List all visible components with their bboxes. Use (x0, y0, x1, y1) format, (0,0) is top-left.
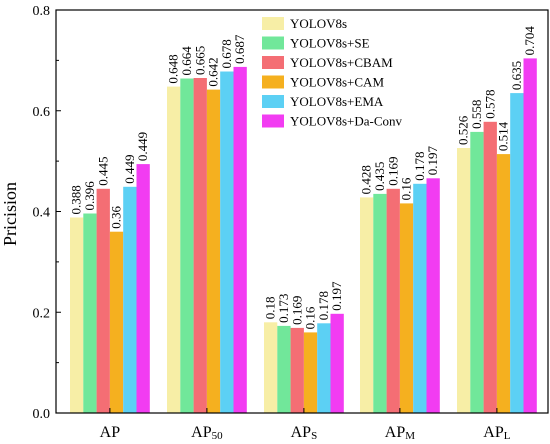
value-label-2-1: 0.173 (276, 294, 291, 323)
value-label-2-5: 0.197 (329, 281, 344, 311)
value-label-0-4: 0.449 (122, 155, 137, 184)
bars-layer (70, 58, 537, 414)
bar-1-4 (220, 71, 234, 413)
bar-3-3 (399, 203, 414, 413)
y-tick-label: 0.8 (33, 4, 51, 19)
value-label-4-0: 0.526 (456, 115, 471, 145)
value-label-0-1: 0.396 (82, 181, 97, 211)
bar-3-5 (426, 178, 440, 413)
value-label-4-3: 0.514 (496, 121, 511, 151)
bar-0-3 (109, 231, 124, 413)
bar-2-5 (330, 313, 344, 413)
y-tick-label: 0.0 (33, 407, 51, 422)
bar-1-5 (233, 66, 247, 414)
x-tick-label-3: APM (385, 424, 415, 442)
bar-2-0 (264, 322, 278, 413)
legend-label-0: YOLOV8s (290, 16, 347, 31)
value-label-1-4: 0.678 (219, 39, 234, 68)
bar-2-1 (277, 325, 291, 413)
bar-2-4 (317, 323, 331, 413)
bar-4-4 (510, 93, 524, 413)
legend-background (258, 14, 418, 137)
bar-0-5 (136, 164, 150, 413)
bar-1-1 (180, 78, 194, 413)
value-label-4-1: 0.558 (469, 100, 484, 129)
legend-label-3: YOLOV8s+CAM (290, 75, 384, 90)
bar-0-4 (123, 186, 137, 413)
x-tick-label-0: AP (100, 424, 121, 441)
bar-4-0 (457, 148, 471, 413)
value-label-0-5: 0.449 (135, 132, 150, 161)
x-tick-label-1: AP50 (191, 424, 223, 442)
value-label-2-4: 0.178 (316, 291, 331, 320)
bar-4-1 (470, 131, 484, 413)
value-label-1-2: 0.665 (192, 46, 207, 75)
bar-2-2 (290, 327, 304, 413)
value-label-0-3: 0.36 (109, 205, 124, 228)
legend-label-4: YOLOV8s+EMA (290, 94, 384, 109)
bar-3-1 (373, 193, 387, 413)
legend-swatch-2 (262, 56, 284, 69)
value-label-4-5: 0.704 (522, 26, 537, 56)
bar-3-2 (386, 188, 400, 413)
y-tick-label: 0.2 (33, 306, 51, 321)
value-label-0-0: 0.388 (69, 185, 84, 214)
value-label-2-3: 0.16 (303, 306, 318, 329)
bar-2-3 (303, 332, 318, 413)
bar-0-2 (96, 188, 110, 413)
y-axis-title: Pricision (0, 182, 20, 246)
x-tick-label-4: APL (483, 424, 510, 442)
bar-0-0 (70, 217, 84, 413)
value-label-1-1: 0.664 (179, 46, 194, 76)
y-tick-label: 0.6 (33, 105, 51, 120)
legend-swatch-3 (262, 75, 284, 89)
value-label-1-5: 0.687 (232, 34, 247, 64)
legend: YOLOV8s YOLOV8s+SE YOLOV8s+CBAM YOLOV8s+CAM… (258, 14, 418, 137)
bar-0-1 (83, 213, 97, 413)
value-label-3-5: 0.197 (425, 146, 440, 176)
bar-1-0 (167, 86, 181, 413)
axes-layer: 0.0 0.2 0.4 0.6 0.8 AP AP50 APS APM APL (33, 4, 549, 442)
value-label-0-2: 0.445 (95, 157, 110, 186)
legend-swatch-0 (262, 17, 284, 30)
legend-swatch-4 (262, 95, 284, 108)
value-label-1-0: 0.648 (166, 54, 181, 83)
value-label-2-2: 0.169 (289, 296, 304, 325)
x-tick-label-2: APS (291, 424, 318, 442)
value-label-4-2: 0.578 (482, 90, 497, 119)
value-label-1-3: 0.642 (206, 57, 221, 86)
bar-1-2 (193, 78, 207, 413)
bar-3-4 (413, 183, 427, 413)
value-label-3-1: 0.435 (372, 162, 387, 191)
bar-4-5 (523, 58, 537, 414)
value-label-3-2: 0.169 (385, 157, 400, 186)
value-label-3-3: 0.16 (399, 177, 414, 200)
bar-4-3 (496, 154, 511, 413)
value-label-3-0: 0.428 (359, 165, 374, 194)
legend-label-2: YOLOV8s+CBAM (290, 55, 393, 70)
legend-label-5: YOLOV8s+Da-Conv (290, 114, 403, 129)
value-labels-layer: 0.3880.6480.180.4280.5260.3960.6640.1730… (69, 26, 537, 330)
bar-1-3 (206, 89, 221, 413)
value-label-4-4: 0.635 (509, 61, 524, 90)
value-label-2-0: 0.18 (263, 297, 278, 320)
bar-4-2 (483, 121, 497, 414)
legend-swatch-1 (262, 36, 284, 50)
legend-swatch-5 (262, 114, 284, 128)
y-tick-label: 0.4 (33, 206, 51, 221)
value-label-3-4: 0.178 (412, 152, 427, 181)
legend-label-1: YOLOV8s+SE (290, 36, 370, 51)
bar-3-0 (360, 197, 374, 413)
